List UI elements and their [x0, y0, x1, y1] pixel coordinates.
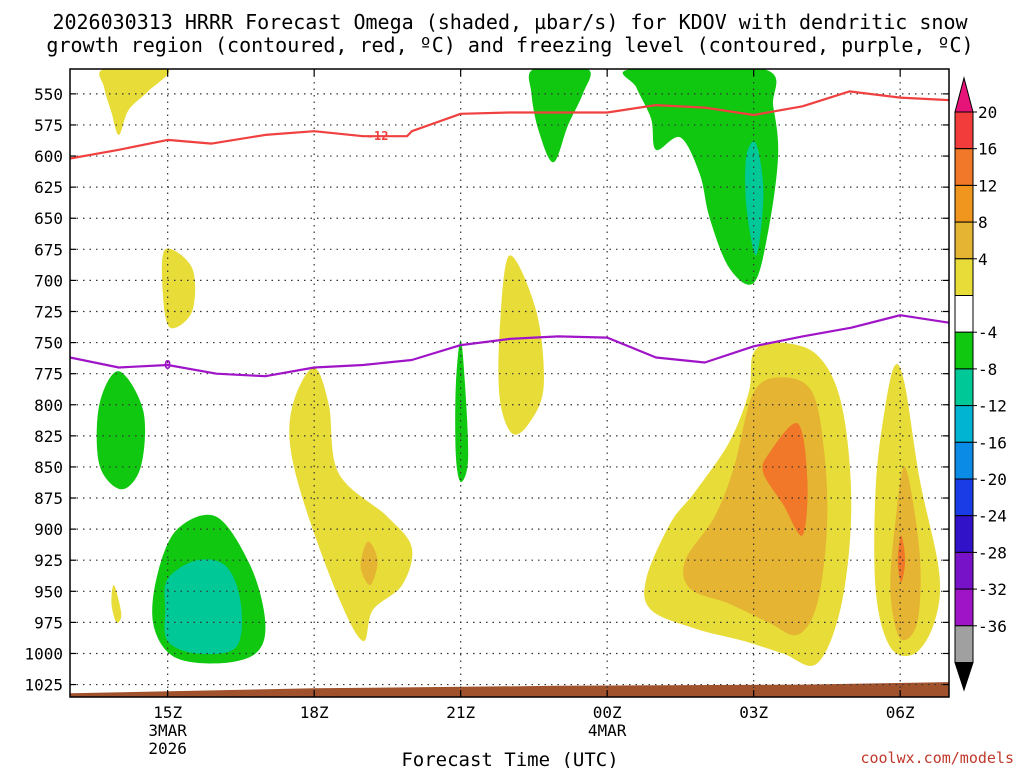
colorbar-label-5: -4 [978, 323, 997, 342]
colorbar-label-12: -32 [978, 580, 1007, 599]
omega-region-pos-15z-700 [161, 248, 196, 329]
colorbar-label-1: 16 [978, 140, 997, 159]
colorbar-box-12 [954, 551, 974, 590]
y-tick-label-550: 550 [34, 85, 63, 104]
colorbar-box-9 [954, 441, 974, 480]
omega-region-neg-21z-strip [455, 340, 469, 482]
omega-region-tiny-4-950 [111, 584, 122, 623]
plot-frame [69, 68, 950, 698]
y-tick-label-725: 725 [34, 302, 63, 321]
x-tick-sublabel1-00Z: 4MAR [588, 721, 627, 740]
colorbar-top-triangle [954, 76, 974, 113]
colorbar-label-13: -36 [978, 617, 1007, 636]
axes: 550 575 600 625 650 675 700 725 750 775 800 825 850 8… [24, 68, 950, 758]
colorbar-box-14 [954, 625, 974, 663]
contour-label-freezing-level-0: 0 [164, 358, 171, 372]
y-tick-label-625: 625 [34, 178, 63, 197]
y-tick-label-925: 925 [34, 551, 63, 570]
colorbar-box-7 [954, 368, 974, 407]
colorbar-label-9: -20 [978, 470, 1007, 489]
y-tick-label-1000: 1000 [24, 644, 63, 663]
x-tick-label-21Z: 21Z [446, 703, 475, 722]
y-tick-label-575: 575 [34, 116, 63, 135]
contour-label-dgz-minus-12: -12 [367, 129, 389, 143]
x-tick-sublabel2-15Z: 2026 [148, 739, 187, 758]
colorbar-label-6: -8 [978, 360, 997, 379]
chart-title-line2: growth region (contoured, red, ºC) and f… [46, 33, 973, 57]
y-tick-label-775: 775 [34, 365, 63, 384]
colorbar-box-2 [954, 184, 974, 223]
omega-region-pos-06z-core [897, 535, 906, 583]
x-tick-label-18Z: 18Z [300, 703, 329, 722]
colorbar-label-0: 20 [978, 103, 997, 122]
plot-area: -12 0 [70, 69, 949, 697]
y-tick-label-850: 850 [34, 458, 63, 477]
x-tick-label-06Z: 06Z [886, 703, 915, 722]
colorbar: 20 16 12 8 4 -4 -8 -12 -16 -20 -24 -28 -32 -36 [954, 76, 1007, 692]
colorbar-label-3: 8 [978, 213, 988, 232]
chart-title-line1: 2026030313 HRRR Forecast Omega (shaded, … [52, 10, 968, 34]
ground-fill [70, 682, 949, 697]
colorbar-label-7: -12 [978, 397, 1007, 416]
colorbar-label-2: 12 [978, 176, 997, 195]
colorbar-label-10: -24 [978, 507, 1007, 526]
colorbar-bottom-triangle [954, 662, 974, 692]
omega-region-top-neg-03z-core [745, 141, 764, 256]
colorbar-label-8: -16 [978, 433, 1007, 452]
y-tick-label-1025: 1025 [24, 676, 63, 695]
colorbar-box-5 [954, 295, 974, 333]
colorbar-box-13 [954, 588, 974, 627]
y-tick-label-900: 900 [34, 520, 63, 539]
y-tick-label-700: 700 [34, 271, 63, 290]
omega-region-top-neg-21z-00z [528, 69, 591, 163]
colorbar-box-6 [954, 331, 974, 370]
omega-region-pos-03z-core [762, 422, 808, 536]
x-tick-label-00Z: 00Z [593, 703, 622, 722]
omega-region-pos-22z-750 [498, 255, 544, 435]
omega-region-pos-06z-mid [890, 466, 921, 641]
x-tick-sublabel1-15Z: 3MAR [148, 721, 187, 740]
y-tick-label-600: 600 [34, 147, 63, 166]
colorbar-box-11 [954, 515, 974, 553]
y-tick-label-875: 875 [34, 489, 63, 508]
colorbar-box-8 [954, 405, 974, 443]
colorbar-box-3 [954, 221, 974, 260]
omega-region-pos-18z-900-core [360, 541, 378, 586]
y-tick-label-675: 675 [34, 240, 63, 259]
y-tick-label-950: 950 [34, 582, 63, 601]
colorbar-box-0 [954, 111, 974, 150]
x-tick-label-15Z: 15Z [153, 703, 182, 722]
credit-text: coolwx.com/models [860, 749, 1014, 767]
colorbar-box-1 [954, 148, 974, 186]
y-tick-label-975: 975 [34, 613, 63, 632]
contour-dgz-minus-12 [70, 90, 949, 160]
y-tick-label-825: 825 [34, 427, 63, 446]
y-tick-label-650: 650 [34, 209, 63, 228]
contour-freezing-level-0 [70, 314, 949, 378]
colorbar-box-4 [954, 258, 974, 296]
omega-region-neg-15z-950-core [164, 559, 243, 655]
colorbar-label-4: 4 [978, 250, 988, 269]
plot-content: -12 0 [70, 69, 949, 697]
omega-region-top-neg-03z [622, 69, 779, 285]
omega-region-upper-left-4 [99, 69, 170, 135]
omega-region-pos-18z-900 [289, 367, 413, 642]
y-tick-label-800: 800 [34, 396, 63, 415]
x-tick-label-03Z: 03Z [739, 703, 768, 722]
omega-region-left-neg-775 [96, 371, 146, 490]
y-tick-label-750: 750 [34, 334, 63, 353]
colorbar-box-10 [954, 478, 974, 517]
colorbar-label-11: -28 [978, 543, 1007, 562]
x-axis-label: Forecast Time (UTC) [401, 749, 618, 768]
